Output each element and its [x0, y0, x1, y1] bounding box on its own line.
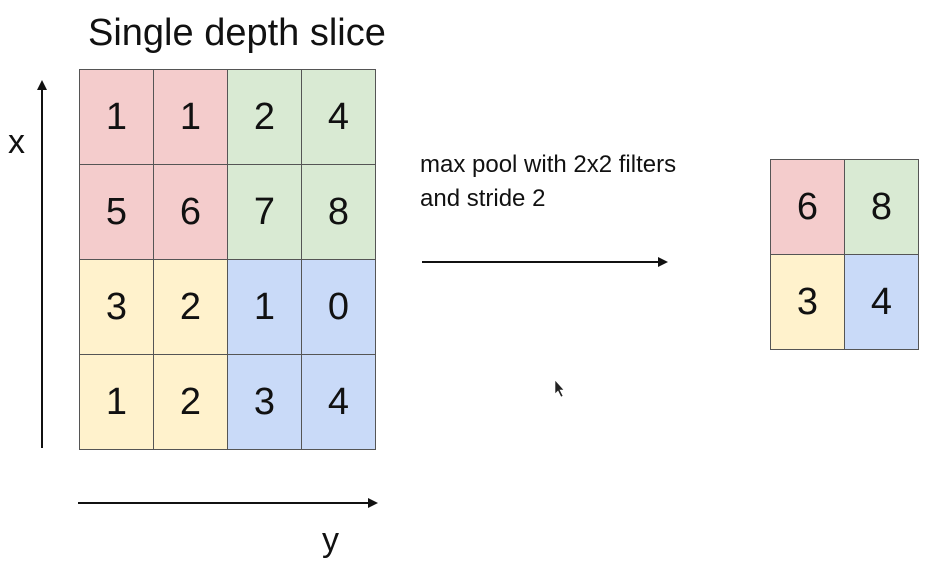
- input-cell-r0-c1: 1: [154, 70, 228, 165]
- input-cell-r3-c1: 2: [154, 355, 228, 450]
- operation-label-line2: and stride 2: [420, 185, 546, 212]
- input-cell-r3-c2: 3: [228, 355, 302, 450]
- input-cell-r0-c3: 4: [302, 70, 376, 165]
- operation-label: max pool with 2x2 filters and stride 2: [420, 148, 676, 216]
- input-cell-r3-c0: 1: [80, 355, 154, 450]
- input-matrix: 1 1 2 4 5 6 7 8 3 2 1 0 1 2 3 4: [79, 69, 376, 450]
- input-cell-r1-c3: 8: [302, 165, 376, 260]
- input-cell-r2-c0: 3: [80, 260, 154, 355]
- output-cell-r0-c1: 8: [845, 160, 919, 255]
- output-matrix: 6 8 3 4: [770, 159, 919, 350]
- x-axis-label: x: [8, 123, 25, 161]
- y-axis-label: y: [322, 521, 339, 559]
- input-cell-r2-c2: 1: [228, 260, 302, 355]
- input-cell-r2-c3: 0: [302, 260, 376, 355]
- output-cell-r0-c0: 6: [771, 160, 845, 255]
- input-cell-r1-c0: 5: [80, 165, 154, 260]
- input-cell-r1-c2: 7: [228, 165, 302, 260]
- input-cell-r2-c1: 2: [154, 260, 228, 355]
- mouse-cursor-icon: [554, 379, 565, 398]
- output-cell-r1-c0: 3: [771, 255, 845, 350]
- input-cell-r1-c1: 6: [154, 165, 228, 260]
- input-cell-r0-c2: 2: [228, 70, 302, 165]
- output-cell-r1-c1: 4: [845, 255, 919, 350]
- diagram-title: Single depth slice: [88, 12, 386, 54]
- operation-label-line1: max pool with 2x2 filters: [420, 151, 677, 178]
- input-cell-r0-c0: 1: [80, 70, 154, 165]
- input-cell-r3-c3: 4: [302, 355, 376, 450]
